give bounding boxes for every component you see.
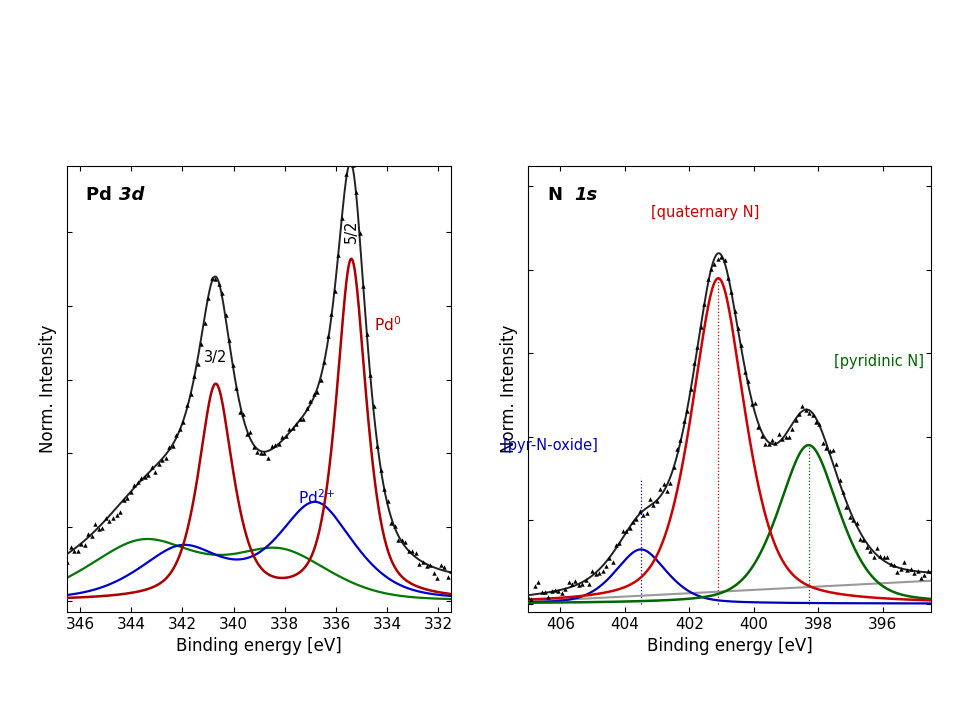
Text: 3d: 3d	[119, 186, 144, 204]
Y-axis label: Norm. Intensity: Norm. Intensity	[499, 325, 517, 453]
Y-axis label: Norm. Intensity: Norm. Intensity	[38, 325, 57, 453]
Text: [quaternary N]: [quaternary N]	[651, 204, 759, 220]
Text: N: N	[548, 186, 569, 204]
Text: 1s: 1s	[574, 186, 598, 204]
Text: [pyridinic N]: [pyridinic N]	[834, 354, 924, 369]
X-axis label: Binding energy [eV]: Binding energy [eV]	[647, 637, 812, 655]
X-axis label: Binding energy [eV]: Binding energy [eV]	[177, 637, 342, 655]
Text: Pd: Pd	[86, 186, 118, 204]
Text: Pd$^{2+}$: Pd$^{2+}$	[298, 488, 335, 507]
Text: 3/2: 3/2	[204, 350, 228, 365]
Text: [pyr-N-oxide]: [pyr-N-oxide]	[503, 438, 599, 453]
Text: 5/2: 5/2	[344, 220, 359, 243]
Text: Pd$^0$: Pd$^0$	[374, 315, 401, 333]
